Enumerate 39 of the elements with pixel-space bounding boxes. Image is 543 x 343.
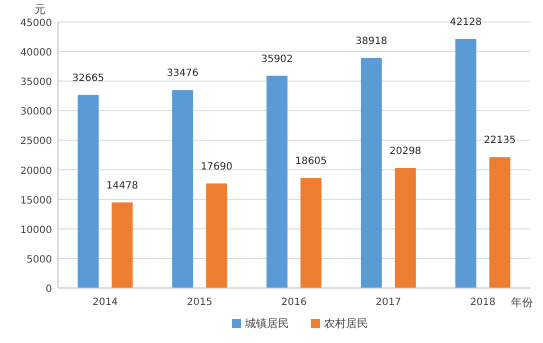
data-label: 32665 — [72, 72, 104, 84]
y-tick-label: 25000 — [20, 136, 52, 148]
legend-label: 城镇居民 — [244, 317, 289, 330]
x-tick-label: 2018 — [470, 297, 496, 308]
x-tick-label: 2015 — [186, 297, 212, 308]
legend-label: 农村居民 — [324, 317, 368, 330]
y-tick-label: 30000 — [20, 106, 52, 118]
data-label: 33476 — [166, 68, 199, 80]
data-label: 14478 — [106, 180, 138, 192]
y-tick-label: 15000 — [20, 195, 52, 206]
x-axis-title: 年份 — [511, 296, 533, 309]
data-label: 42128 — [450, 16, 482, 28]
y-tick-label: 5000 — [26, 254, 52, 266]
bar — [360, 58, 382, 288]
bar — [172, 90, 194, 288]
x-tick-label: 2016 — [281, 297, 307, 308]
y-tick-label: 35000 — [20, 77, 52, 88]
y-axis-title: 元 — [34, 3, 46, 16]
y-tick-label: 20000 — [20, 166, 52, 177]
data-label: 22135 — [484, 135, 516, 146]
bar — [78, 94, 99, 288]
bar — [489, 157, 510, 288]
data-label: 35902 — [261, 54, 293, 65]
data-label: 17690 — [200, 161, 233, 172]
bar — [455, 38, 476, 288]
data-label: 38918 — [355, 36, 388, 47]
bar — [394, 168, 416, 288]
data-label: 20298 — [389, 146, 422, 158]
bar — [300, 178, 322, 288]
y-tick-label: 40000 — [20, 48, 52, 59]
bar — [206, 183, 228, 288]
data-label: 18605 — [295, 156, 327, 168]
x-tick-label: 2014 — [92, 297, 118, 308]
bar — [266, 76, 288, 288]
y-tick-label: 10000 — [20, 224, 52, 236]
y-tick-label: 45000 — [20, 18, 52, 29]
y-tick-label: 0 — [46, 284, 52, 295]
x-tick-label: 2017 — [376, 297, 402, 308]
bar — [112, 202, 133, 288]
